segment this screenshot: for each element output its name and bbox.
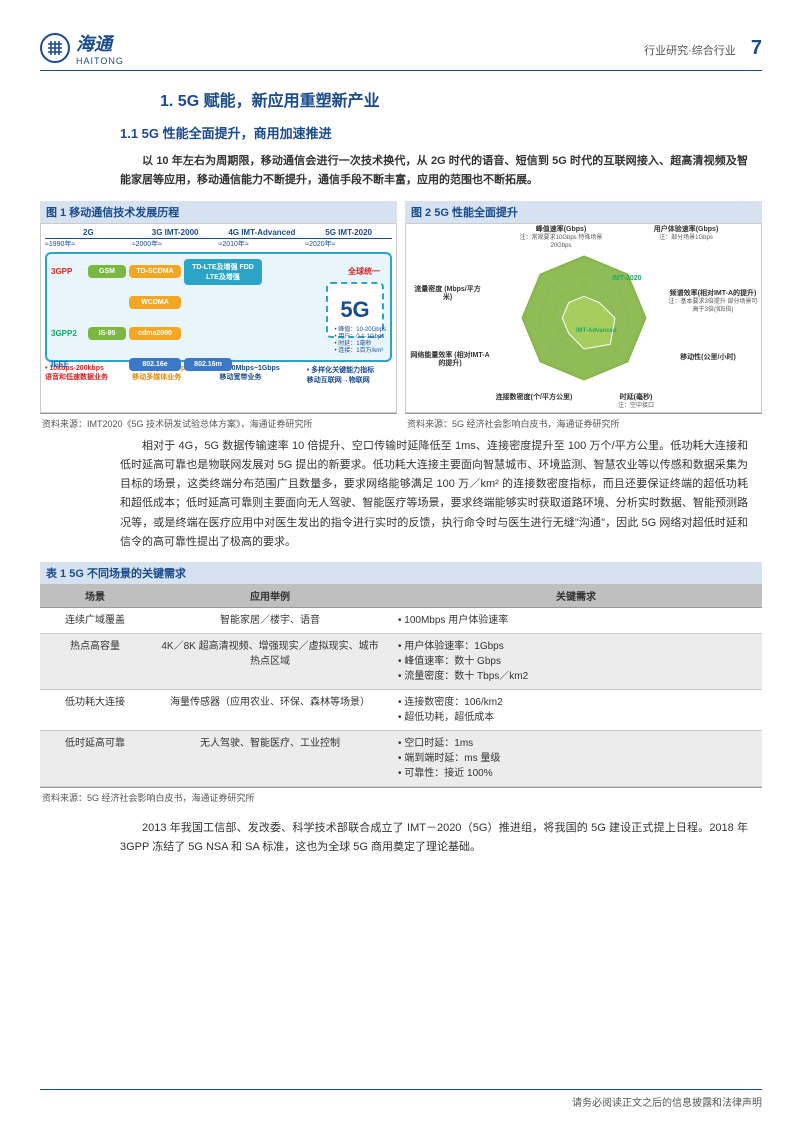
timeline-year: ≈2020年≈	[305, 239, 392, 249]
tech-box: 802.16m	[184, 358, 232, 371]
figures-row: 图 1 移动通信技术发展历程 2G3G IMT-20004G IMT-Advan…	[40, 201, 762, 433]
table-cell: 连接数密度：106/km2超低功耗，超低成本	[390, 690, 762, 731]
logo-icon	[40, 33, 70, 63]
timeline-years: ≈1990年≈≈2000年≈≈2010年≈≈2020年≈	[45, 239, 392, 249]
table-col-header: 场景	[40, 584, 150, 608]
table-1-title: 表 1 5G 不同场景的关键需求	[40, 562, 762, 584]
table-1: 场景应用举例关键需求 连续广域覆盖智能家居／楼宇、语音100Mbps 用户体验速…	[40, 584, 762, 787]
header-right: 行业研究·综合行业 7	[644, 37, 762, 60]
radar-svg: IMT-2020 IMT-Advanced	[499, 248, 669, 388]
paragraph-2: 相对于 4G，5G 数据传输速率 10 倍提升、空口传输时延降低至 1ms、连接…	[120, 437, 748, 553]
figure-2-title: 图 2 5G 性能全面提升	[405, 201, 762, 223]
table-col-header: 应用举例	[150, 584, 390, 608]
radar-axis-label: 频谱效率(相对IMT-A的提升)注：基本要求3倍提升 部分场景可高于3倍(如5倍…	[668, 290, 758, 315]
standards-body-label: 3GPP2	[51, 329, 85, 338]
logo-en: HAITONG	[76, 56, 124, 66]
table-cell: 低时延高可靠	[40, 731, 150, 787]
table-1-source: 资料来源：5G 经济社会影响白皮书，海通证券研究所	[40, 787, 762, 807]
svg-text:IMT-Advanced: IMT-Advanced	[576, 328, 617, 334]
timeline-gen: 2G	[45, 228, 132, 239]
heading-2: 1.1 5G 性能全面提升，商用加速推进	[120, 123, 762, 142]
table-body: 连续广域覆盖智能家居／楼宇、语音100Mbps 用户体验速率热点高容量4K／8K…	[40, 608, 762, 787]
figure-2-body: IMT-2020 IMT-Advanced 峰值速率(Gbps)注：常规要求10…	[405, 223, 762, 413]
table-header-row: 场景应用举例关键需求	[40, 584, 762, 608]
tech-box: GSM	[88, 265, 126, 278]
category: 行业研究·综合行业	[644, 45, 736, 57]
5g-specs: • 峰值：10-20Gbps• 用户：0.1-1Gbps• 时延：1毫秒• 连接…	[335, 327, 386, 356]
radar-axis-label: 流量密度 (Mbps/平方米)	[410, 286, 485, 303]
tech-grid: 全球统一 5G • 峰值：10-20Gbps• 用户：0.1-1Gbps• 时延…	[45, 252, 392, 362]
table-cell: 无人驾驶、智能医疗、工业控制	[150, 731, 390, 787]
radar-axis-label: 网络能量效率 (相对IMT-A的提升)	[410, 352, 490, 369]
radar-axis-label: 用户体验速率(Gbps)注：部分场景1Gbps	[636, 226, 736, 243]
radar-axis-label: 时延(毫秒)注：空中接口	[601, 394, 671, 411]
standards-body-label: 3GPP	[51, 267, 85, 276]
tech-box: IS-95	[88, 327, 126, 340]
timeline-year: ≈1990年≈	[45, 239, 132, 249]
table-cell: 智能家居／楼宇、语音	[150, 608, 390, 634]
tech-box: 802.16e	[129, 358, 181, 371]
timeline-year: ≈2010年≈	[219, 239, 306, 249]
table-cell: 4K／8K 超高清视频、增强现实／虚拟现实、城市热点区域	[150, 634, 390, 690]
logo-cn: 海通	[76, 30, 124, 56]
page-number: 7	[751, 37, 762, 59]
paragraph-1: 以 10 年左右为周期限，移动通信会进行一次技术换代，从 2G 时代的语音、短信…	[120, 152, 748, 191]
tech-box: WCDMA	[129, 296, 181, 309]
table-col-header: 关键需求	[390, 584, 762, 608]
logo-text-block: 海通 HAITONG	[76, 30, 124, 66]
table-cell: 连续广域覆盖	[40, 608, 150, 634]
timeline-gen: 5G IMT-2020	[305, 228, 392, 239]
page-footer: 请务必阅读正文之后的信息披露和法律声明	[40, 1089, 762, 1109]
page-header: 海通 HAITONG 行业研究·综合行业 7	[40, 30, 762, 71]
standards-body-label: IEEE	[51, 360, 85, 369]
logo: 海通 HAITONG	[40, 30, 124, 66]
tech-box: TD-LTE及增强 FDD LTE及增强	[184, 259, 262, 285]
timeline-gen: 3G IMT-2000	[132, 228, 219, 239]
table-cell: 空口时延：1ms端到端时延：ms 量级可靠性：接近 100%	[390, 731, 762, 787]
table-cell: 热点高容量	[40, 634, 150, 690]
figure-1: 图 1 移动通信技术发展历程 2G3G IMT-20004G IMT-Advan…	[40, 201, 397, 433]
table-row: 热点高容量4K／8K 超高清视频、增强现实／虚拟现实、城市热点区域用户体验速率：…	[40, 634, 762, 690]
timeline-generations: 2G3G IMT-20004G IMT-Advanced5G IMT-2020	[45, 228, 392, 239]
table-row: 连续广域覆盖智能家居／楼宇、语音100Mbps 用户体验速率	[40, 608, 762, 634]
figure-2: 图 2 5G 性能全面提升 IMT-2020 IMT-Advanced 峰值速率…	[405, 201, 762, 433]
figure-2-source: 资料来源：5G 经济社会影响白皮书，海通证券研究所	[405, 413, 762, 433]
radar-axis-label: 连接数密度(个/平方公里)	[484, 394, 584, 402]
table-cell: 海量传感器（应用农业、环保、森林等场景）	[150, 690, 390, 731]
radar-axis-label: 移动性(公里/小时)	[668, 354, 748, 362]
table-cell: 用户体验速率：1Gbps峰值速率：数十 Gbps流量密度：数十 Tbps／km2	[390, 634, 762, 690]
timeline-gen: 4G IMT-Advanced	[219, 228, 306, 239]
svg-text:IMT-2020: IMT-2020	[612, 275, 642, 282]
figure-1-body: 2G3G IMT-20004G IMT-Advanced5G IMT-2020 …	[40, 223, 397, 413]
tech-box: TD-SCDMA	[129, 265, 181, 278]
global-unified-label: 全球统一	[348, 266, 380, 277]
table-cell: 100Mbps 用户体验速率	[390, 608, 762, 634]
table-row: 低功耗大连接海量传感器（应用农业、环保、森林等场景）连接数密度：106/km2超…	[40, 690, 762, 731]
radar-chart: IMT-2020 IMT-Advanced 峰值速率(Gbps)注：常规要求10…	[406, 224, 761, 412]
table-row: 低时延高可靠无人驾驶、智能医疗、工业控制空口时延：1ms端到端时延：ms 量级可…	[40, 731, 762, 787]
figure-1-source: 资料来源：IMT2020《5G 技术研发试验总体方案》，海通证券研究所	[40, 413, 397, 433]
paragraph-3: 2013 年我国工信部、发改委、科学技术部联合成立了 IMT－2020（5G）推…	[120, 819, 748, 858]
timeline-year: ≈2000年≈	[132, 239, 219, 249]
radar-axis-label: 峰值速率(Gbps)注：常规要求10Gbps 特殊场景20Gbps	[516, 226, 606, 251]
tech-box: cdma2000	[129, 327, 181, 340]
figure-1-title: 图 1 移动通信技术发展历程	[40, 201, 397, 223]
table-cell: 低功耗大连接	[40, 690, 150, 731]
heading-1: 1. 5G 赋能，新应用重塑新产业	[160, 87, 762, 111]
